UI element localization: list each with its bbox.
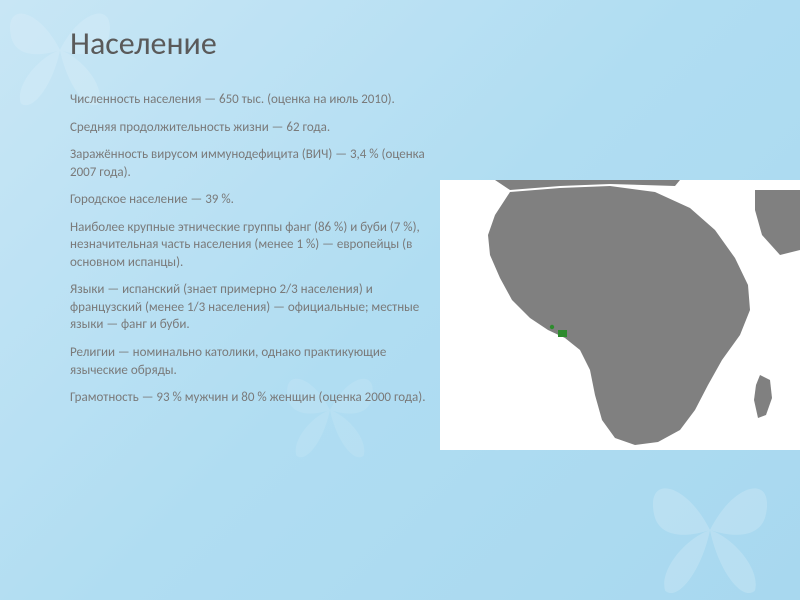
- paragraph: Языки — испанский (знает примерно 2/3 на…: [70, 281, 440, 334]
- paragraph: Грамотность — 93 % мужчин и 80 % женщин …: [70, 389, 440, 407]
- paragraph: Заражённость вирусом иммунодефицита (ВИЧ…: [70, 146, 440, 181]
- paragraph: Городское население — 39 %.: [70, 191, 440, 209]
- paragraph: Наиболее крупные этнические группы фанг …: [70, 219, 440, 272]
- paragraph: Средняя продолжительность жизни — 62 год…: [70, 119, 440, 137]
- paragraph: Численность населения — 650 тыс. (оценка…: [70, 91, 440, 109]
- content-row: Численность населения — 650 тыс. (оценка…: [70, 91, 760, 417]
- slide-container: Население Численность населения — 650 ты…: [0, 0, 800, 600]
- text-column: Численность населения — 650 тыс. (оценка…: [70, 91, 440, 417]
- africa-map: [440, 180, 800, 450]
- equatorial-guinea-highlight: [558, 330, 567, 337]
- slide-title: Население: [70, 24, 760, 63]
- paragraph: Религии — номинально католики, однако пр…: [70, 344, 440, 379]
- bioko-island-highlight: [550, 325, 554, 329]
